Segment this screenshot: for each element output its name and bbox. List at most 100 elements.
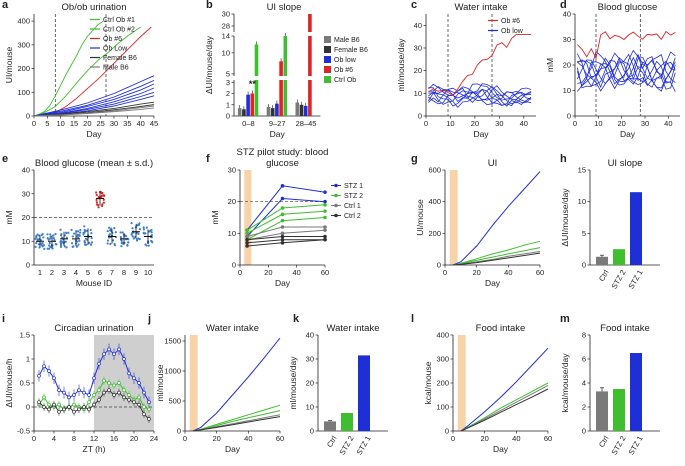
data-point: [121, 231, 124, 234]
bar: [283, 36, 288, 76]
data-point: [71, 235, 74, 238]
y-tick-label: 600: [428, 166, 441, 175]
x-tick-label: 25: [96, 119, 104, 128]
data-point: [102, 201, 105, 204]
x-tick-label: 10: [446, 119, 454, 128]
data-point: [40, 242, 43, 245]
x-tick-label: 30: [110, 119, 118, 128]
y-tick-label: 200: [17, 64, 30, 73]
y-axis-label: ml/mouse: [155, 364, 165, 401]
data-point: [323, 190, 327, 194]
series-line: [576, 56, 676, 92]
legend-swatch: [324, 56, 331, 63]
data-point: [150, 231, 153, 234]
y-tick-label: 30: [228, 166, 236, 175]
data-point: [87, 393, 91, 397]
data-point: [280, 206, 285, 210]
data-point: [72, 409, 76, 414]
x-tick-label: 20: [130, 434, 138, 443]
data-point: [34, 245, 37, 249]
data-point: [135, 223, 139, 226]
data-point: [130, 222, 133, 225]
series-line: [246, 226, 325, 237]
bar: [308, 36, 312, 76]
legend-label: Male B6: [103, 65, 129, 72]
data-point: [130, 233, 133, 236]
treatment-shade: [189, 335, 198, 431]
y-tick-label: 100: [436, 403, 449, 412]
data-point: [142, 226, 145, 229]
x-tick-label: 0: [32, 434, 36, 443]
data-point: [67, 395, 71, 400]
data-point: [142, 228, 146, 231]
data-point: [65, 236, 68, 239]
treatment-shade: [244, 170, 252, 265]
data-point: [245, 244, 249, 248]
x-tick-label: Ctrl: [597, 434, 611, 449]
data-point: [43, 247, 46, 251]
data-point: [132, 237, 135, 240]
data-point: [95, 193, 98, 197]
y-tick-label: 1500: [164, 337, 181, 346]
legend-label: STZ 1: [344, 183, 363, 190]
y-tick-label: 100: [17, 88, 30, 97]
data-point: [82, 405, 86, 409]
data-point: [52, 234, 55, 237]
data-point: [51, 247, 54, 250]
data-point: [49, 235, 52, 238]
y-tick-label: 10: [228, 229, 236, 238]
x-tick-label: 40: [292, 268, 300, 277]
series-line: [428, 90, 532, 106]
x-tick-label: 16: [110, 434, 118, 443]
y-axis-label: mM: [4, 210, 14, 224]
data-point: [46, 233, 49, 236]
chart-title: UI slope: [608, 158, 643, 169]
data-point: [90, 241, 94, 244]
panel-letter: h: [560, 153, 567, 165]
data-point: [107, 388, 111, 393]
data-point: [34, 237, 37, 240]
data-point: [48, 241, 51, 245]
y-tick-label: 10: [563, 86, 571, 95]
data-point: [111, 239, 115, 242]
y-tick-label: 40: [414, 21, 422, 30]
series-line: [192, 404, 281, 432]
x-tick-label: 45: [150, 119, 158, 128]
y-axis-label: UI/mouse: [415, 199, 425, 236]
data-point: [323, 237, 327, 242]
data-point: [59, 245, 63, 248]
y-tick-label: 15: [578, 166, 586, 175]
series-line: [576, 56, 676, 92]
data-point: [72, 402, 76, 407]
x-tick-label: 40: [136, 119, 144, 128]
data-point: [245, 237, 249, 242]
x-tick-label: 0: [451, 434, 455, 443]
data-point: [42, 405, 46, 409]
data-point: [82, 233, 85, 236]
x-tick-label: 8: [72, 434, 76, 443]
y-tick-label: 4: [582, 379, 586, 388]
data-point: [87, 241, 91, 245]
data-point: [72, 393, 76, 397]
legend-label: Female B6: [103, 55, 137, 62]
y-tick-label: 0: [567, 112, 571, 121]
series-line: [428, 86, 532, 105]
legend-label: Ctrl Ob #1: [103, 17, 135, 24]
bar: [299, 104, 304, 116]
y-tick-label: 0: [445, 427, 449, 436]
legend-marker: [334, 213, 338, 218]
y-tick-label: 20: [22, 213, 30, 222]
panel-letter: d: [560, 0, 567, 11]
panel-letter: b: [206, 0, 213, 11]
panel-letter: i: [2, 313, 5, 325]
data-point: [132, 376, 136, 381]
y-tick-label: 0: [177, 427, 181, 436]
data-point: [142, 412, 146, 417]
data-point: [142, 405, 146, 409]
chart-title: Ob/ob urination: [62, 2, 127, 13]
data-point: [64, 240, 67, 243]
x-tick-label: 20: [617, 119, 625, 128]
data-point: [79, 228, 82, 232]
data-point: [42, 395, 46, 400]
series-line: [577, 49, 676, 85]
